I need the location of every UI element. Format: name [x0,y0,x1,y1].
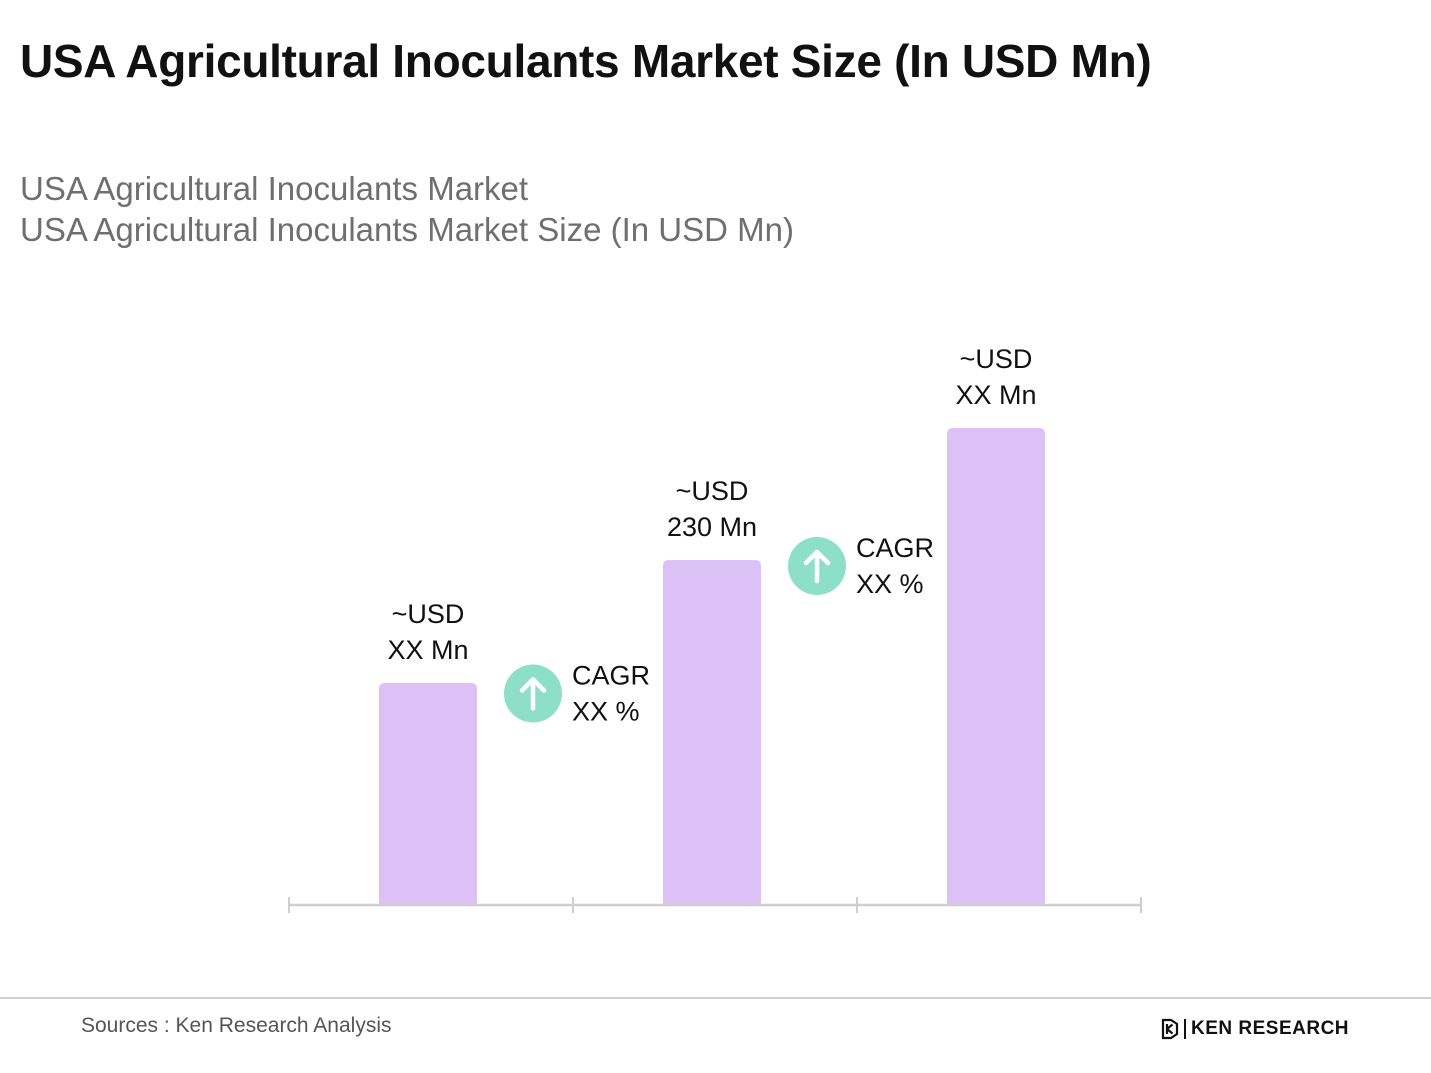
footer-divider [0,997,1431,999]
chart-subtitle: USA Agricultural Inoculants Market USA A… [20,168,794,250]
brand-name: KEN RESEARCH [1191,1018,1350,1039]
bar-chart: ~USD XX Mn ~USD 230 Mn ~USD XX Mn CAGR XX % CAGR… [288,344,1142,913]
arrow-up-icon [803,549,831,584]
bar-value-label: ~USD XX Mn [387,599,468,665]
brand-logo: KEN RESEARCH [1160,1016,1349,1042]
bar-value-label: ~USD 230 Mn [667,476,757,542]
source-note: Sources : Ken Research Analysis [81,1014,392,1037]
arrow-up-icon [519,677,547,711]
subtitle-line-1: USA Agricultural Inoculants Market [20,170,529,207]
cagr-label: CAGR XX % [572,661,650,727]
bar [947,428,1045,905]
bar-value-label: ~USD XX Mn [955,344,1036,410]
brand-separator [1184,1019,1186,1039]
ken-research-logo-icon [1161,1018,1179,1040]
page-title: USA Agricultural Inoculants Market Size … [20,35,1152,87]
cagr-label: CAGR XX % [856,533,934,599]
bar [663,560,761,905]
subtitle-line-2: USA Agricultural Inoculants Market Size … [20,211,794,248]
bar [379,683,477,905]
